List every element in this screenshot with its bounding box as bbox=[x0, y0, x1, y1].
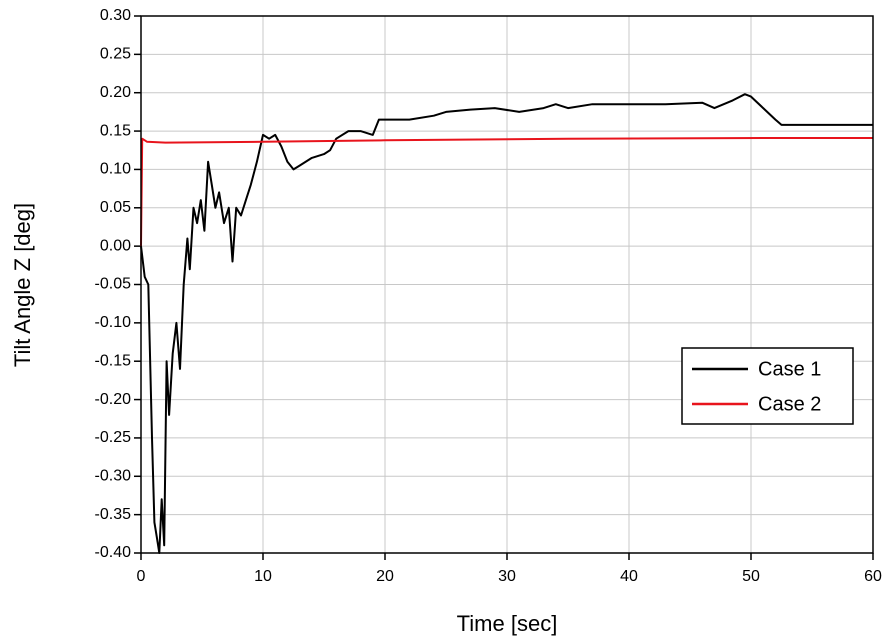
y-axis-label: Tilt Angle Z [deg] bbox=[10, 203, 35, 367]
line-series bbox=[140, 137, 873, 247]
y-tick-label: 0.25 bbox=[100, 46, 131, 63]
x-tick-label: 50 bbox=[742, 568, 760, 585]
y-tick-label: 0.20 bbox=[100, 84, 131, 101]
x-tick-label: 60 bbox=[864, 568, 882, 585]
y-tick-label: -0.25 bbox=[95, 429, 132, 446]
x-axis-label: Time [sec] bbox=[457, 611, 558, 636]
y-tick-label: 0.00 bbox=[100, 237, 131, 254]
y-tick-label: 0.15 bbox=[100, 122, 131, 139]
x-tick-label: 10 bbox=[254, 568, 272, 585]
legend-label: Case 2 bbox=[758, 393, 821, 415]
legend-box bbox=[681, 347, 854, 425]
y-tick-label: -0.40 bbox=[95, 544, 132, 561]
y-tick-label: -0.05 bbox=[95, 276, 132, 293]
x-tick-label: 30 bbox=[498, 568, 516, 585]
y-tick-label: -0.10 bbox=[95, 314, 132, 331]
legend-label: Case 1 bbox=[758, 358, 821, 380]
y-tick-label: 0.05 bbox=[100, 199, 131, 216]
x-tick-label: 20 bbox=[376, 568, 394, 585]
plot-frame bbox=[140, 15, 874, 554]
y-tick-label: -0.15 bbox=[95, 352, 132, 369]
y-tick-label: -0.20 bbox=[95, 391, 132, 408]
line-series bbox=[140, 93, 873, 554]
y-tick-label: -0.35 bbox=[95, 506, 132, 523]
x-tick-label: 0 bbox=[137, 568, 146, 585]
y-tick-label: -0.30 bbox=[95, 468, 132, 485]
y-tick-label: 0.10 bbox=[100, 161, 131, 178]
y-tick-label: 0.30 bbox=[100, 7, 131, 24]
x-tick-label: 40 bbox=[620, 568, 638, 585]
